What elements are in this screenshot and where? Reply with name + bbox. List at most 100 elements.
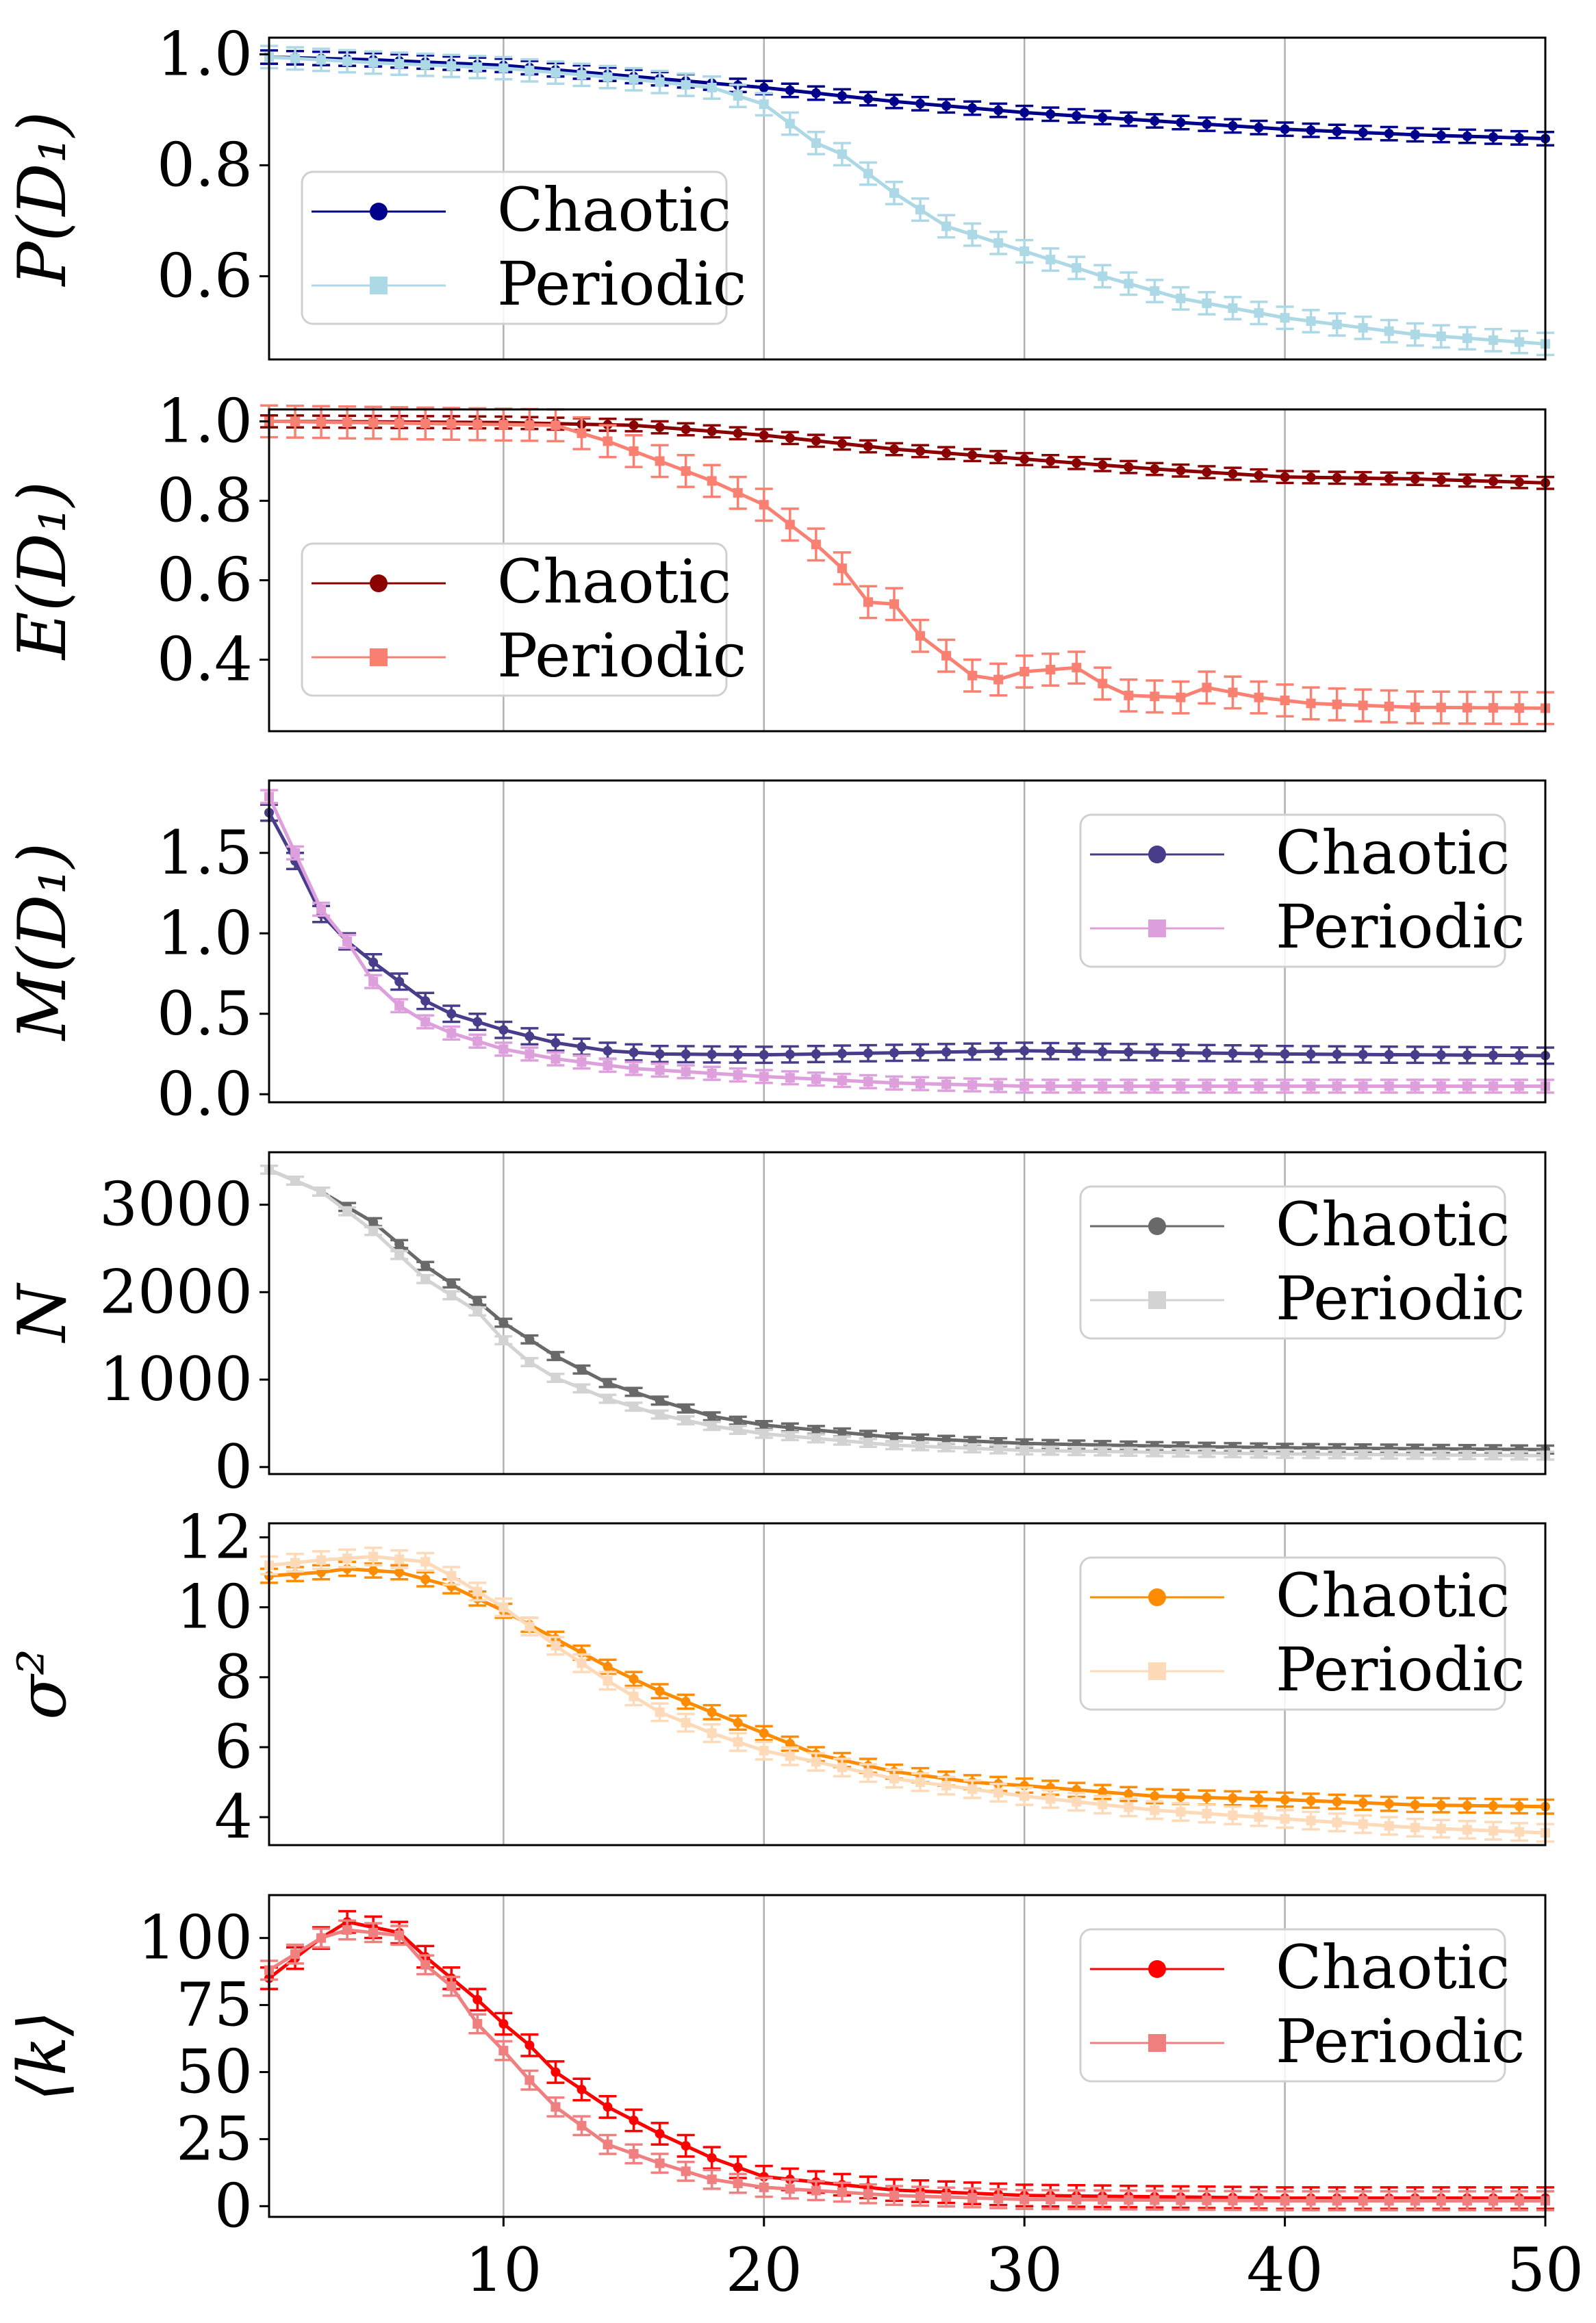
data-point bbox=[524, 1049, 535, 1059]
data-point bbox=[681, 2141, 691, 2151]
data-point bbox=[1019, 246, 1030, 256]
data-point bbox=[707, 1707, 717, 1717]
data-point bbox=[1098, 112, 1108, 123]
data-point bbox=[915, 1434, 926, 1444]
data-point bbox=[863, 1768, 873, 1778]
data-point bbox=[1150, 1048, 1160, 1058]
data-point bbox=[863, 168, 873, 179]
data-point bbox=[550, 68, 561, 78]
y-tick-label: 0.6 bbox=[157, 545, 253, 615]
data-point bbox=[837, 149, 847, 160]
y-tick-label: 1.0 bbox=[157, 898, 253, 968]
data-point bbox=[1072, 458, 1082, 468]
data-point bbox=[1124, 114, 1134, 125]
data-point bbox=[1410, 2196, 1420, 2206]
series-chaotic bbox=[260, 803, 1554, 1065]
data-point bbox=[1176, 1048, 1186, 1058]
data-point bbox=[681, 1415, 691, 1425]
data-point bbox=[498, 420, 509, 430]
data-point bbox=[655, 2129, 665, 2139]
data-point bbox=[394, 1250, 405, 1260]
x-tick-label: 10 bbox=[465, 2235, 542, 2305]
data-point bbox=[1488, 1081, 1498, 1091]
data-point bbox=[1150, 464, 1160, 474]
data-point bbox=[707, 1050, 717, 1060]
data-point bbox=[993, 1046, 1004, 1056]
data-point bbox=[1098, 1047, 1108, 1057]
data-point bbox=[1306, 125, 1316, 136]
data-point bbox=[837, 2187, 847, 2197]
data-point bbox=[1019, 1045, 1030, 1056]
data-point bbox=[655, 1707, 665, 1717]
data-point bbox=[785, 1751, 795, 1762]
data-point bbox=[889, 188, 899, 198]
data-point bbox=[811, 1049, 821, 1059]
data-point bbox=[733, 91, 743, 101]
data-point bbox=[550, 2102, 561, 2112]
data-point bbox=[1176, 293, 1186, 303]
data-point bbox=[681, 2166, 691, 2176]
data-point bbox=[1332, 126, 1342, 136]
data-point bbox=[681, 1067, 691, 1077]
data-point bbox=[524, 1334, 535, 1345]
x-tick-label: 20 bbox=[726, 2235, 802, 2305]
data-point bbox=[993, 1444, 1004, 1454]
data-point bbox=[1462, 1081, 1472, 1091]
data-point bbox=[915, 631, 926, 641]
data-point bbox=[446, 61, 457, 71]
data-point bbox=[394, 1567, 405, 1577]
data-point bbox=[785, 1423, 795, 1433]
data-point bbox=[1254, 1449, 1264, 1459]
data-point bbox=[1019, 1791, 1030, 1801]
data-point bbox=[1072, 663, 1082, 673]
data-point bbox=[1384, 1799, 1394, 1809]
data-point bbox=[1254, 2196, 1264, 2206]
data-point bbox=[1176, 1081, 1186, 1091]
data-point bbox=[1514, 337, 1524, 347]
legend-marker bbox=[1148, 1588, 1166, 1606]
data-point bbox=[941, 2192, 952, 2203]
data-point bbox=[837, 1427, 847, 1438]
data-point bbox=[1332, 1797, 1342, 1807]
data-point bbox=[941, 1079, 952, 1089]
data-point bbox=[629, 1691, 639, 1701]
data-point bbox=[1176, 1807, 1186, 1817]
data-point bbox=[1332, 1081, 1342, 1091]
data-point bbox=[1046, 2194, 1056, 2205]
data-point bbox=[1124, 1802, 1134, 1812]
data-point bbox=[603, 1662, 613, 1672]
legend-label: Chaotic bbox=[1276, 817, 1510, 888]
data-point bbox=[472, 62, 483, 72]
data-point bbox=[1514, 1801, 1524, 1812]
data-point bbox=[342, 417, 353, 427]
y-tick-label: 0 bbox=[214, 2170, 253, 2241]
data-point bbox=[1514, 477, 1524, 487]
data-point bbox=[967, 1784, 978, 1794]
data-point bbox=[811, 138, 821, 148]
data-point bbox=[472, 1994, 483, 2005]
data-point bbox=[1514, 1081, 1524, 1091]
data-point bbox=[1488, 2196, 1498, 2206]
data-point bbox=[603, 2102, 613, 2112]
data-point bbox=[290, 1949, 301, 1959]
data-point bbox=[1280, 1049, 1290, 1059]
data-point bbox=[863, 94, 873, 104]
data-point bbox=[655, 1049, 665, 1059]
data-point bbox=[577, 1057, 587, 1067]
data-point bbox=[1436, 1050, 1446, 1060]
data-point bbox=[733, 1050, 743, 1060]
data-point bbox=[1384, 2196, 1394, 2206]
data-point bbox=[1306, 1049, 1316, 1059]
data-point bbox=[1280, 1814, 1290, 1824]
data-point bbox=[1488, 1450, 1498, 1460]
data-point bbox=[420, 995, 431, 1006]
data-point bbox=[1202, 119, 1212, 129]
data-point bbox=[1072, 1081, 1082, 1091]
data-point bbox=[1202, 683, 1212, 693]
legend-label: Chaotic bbox=[497, 546, 731, 617]
data-point bbox=[472, 1586, 483, 1597]
data-point bbox=[603, 2140, 613, 2150]
data-point bbox=[420, 1017, 431, 1027]
